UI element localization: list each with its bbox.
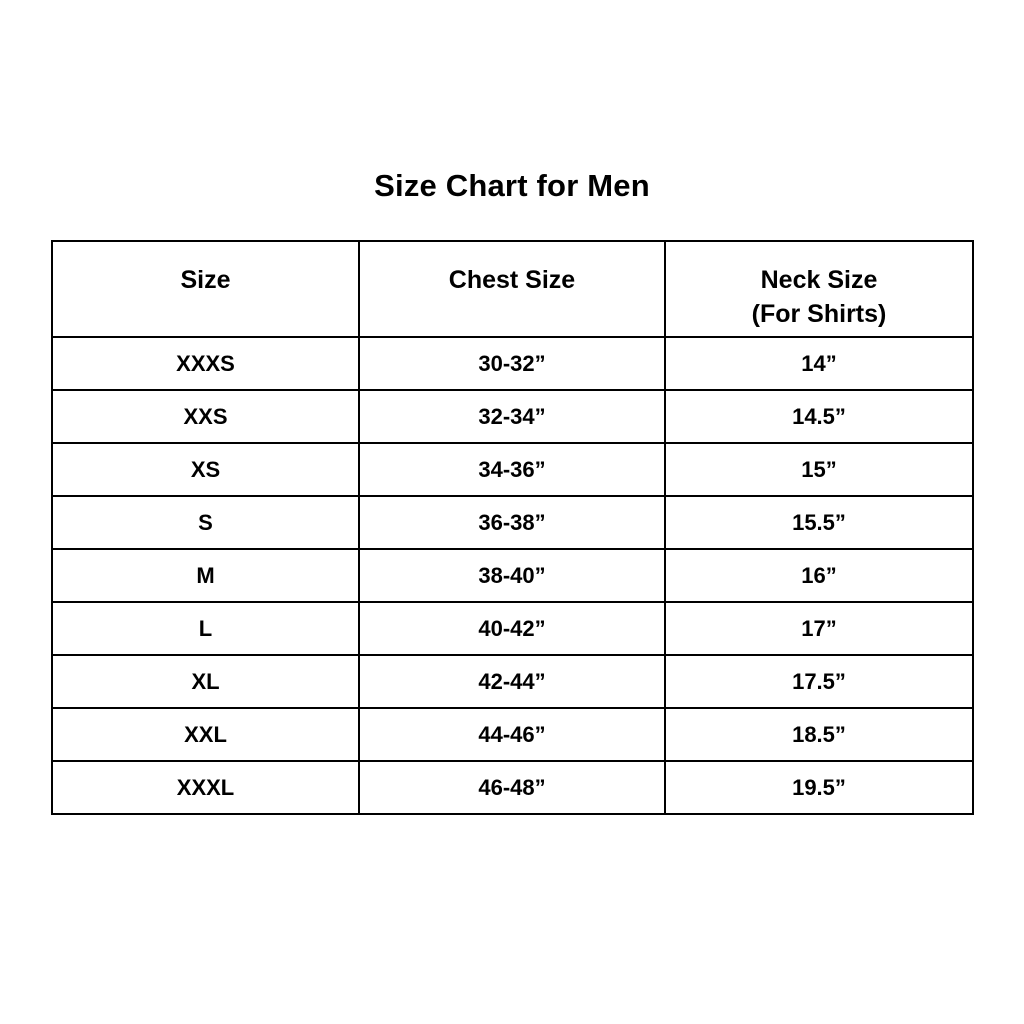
table-row: XS 34-36” 15” xyxy=(51,442,974,497)
table-row: XL 42-44” 17.5” xyxy=(51,654,974,709)
table-row: XXL 44-46” 18.5” xyxy=(51,707,974,762)
table-row: XXXL 46-48” 19.5” xyxy=(51,760,974,815)
table-header-row: Size Chest Size Neck Size (For Shirts) xyxy=(51,240,974,338)
cell-chest: 38-40” xyxy=(358,548,666,603)
column-header-size: Size xyxy=(51,240,360,338)
table-header: Size Chest Size Neck Size (For Shirts) xyxy=(51,240,974,338)
cell-chest: 36-38” xyxy=(358,495,666,550)
size-chart-table: Size Chest Size Neck Size (For Shirts) X… xyxy=(51,240,974,815)
cell-size: L xyxy=(51,601,360,656)
cell-size: XXS xyxy=(51,389,360,444)
table-row: S 36-38” 15.5” xyxy=(51,495,974,550)
cell-neck: 19.5” xyxy=(664,760,974,815)
cell-size: XXL xyxy=(51,707,360,762)
cell-neck: 17.5” xyxy=(664,654,974,709)
cell-chest: 46-48” xyxy=(358,760,666,815)
column-header-chest-line-1: Chest Size xyxy=(448,266,576,294)
table-body: XXXS 30-32” 14” XXS 32-34” 14.5” XS 34-3… xyxy=(51,336,974,815)
cell-neck: 16” xyxy=(664,548,974,603)
cell-chest: 40-42” xyxy=(358,601,666,656)
column-header-neck-line-2: (For Shirts) xyxy=(751,300,887,328)
cell-chest: 32-34” xyxy=(358,389,666,444)
cell-neck: 15” xyxy=(664,442,974,497)
cell-neck: 17” xyxy=(664,601,974,656)
column-header-size-line-1: Size xyxy=(180,266,231,294)
table-row: L 40-42” 17” xyxy=(51,601,974,656)
cell-size: M xyxy=(51,548,360,603)
column-header-neck-line-1: Neck Size xyxy=(760,266,878,294)
cell-chest: 44-46” xyxy=(358,707,666,762)
cell-size: S xyxy=(51,495,360,550)
cell-size: XXXS xyxy=(51,336,360,391)
cell-neck: 14” xyxy=(664,336,974,391)
cell-size: XS xyxy=(51,442,360,497)
cell-chest: 34-36” xyxy=(358,442,666,497)
column-header-chest: Chest Size xyxy=(358,240,666,338)
cell-size: XXXL xyxy=(51,760,360,815)
table-row: XXS 32-34” 14.5” xyxy=(51,389,974,444)
column-header-neck: Neck Size (For Shirts) xyxy=(664,240,974,338)
cell-neck: 18.5” xyxy=(664,707,974,762)
page-title: Size Chart for Men xyxy=(374,168,650,203)
cell-chest: 42-44” xyxy=(358,654,666,709)
cell-size: XL xyxy=(51,654,360,709)
cell-neck: 14.5” xyxy=(664,389,974,444)
cell-chest: 30-32” xyxy=(358,336,666,391)
table-row: XXXS 30-32” 14” xyxy=(51,336,974,391)
cell-neck: 15.5” xyxy=(664,495,974,550)
table-row: M 38-40” 16” xyxy=(51,548,974,603)
